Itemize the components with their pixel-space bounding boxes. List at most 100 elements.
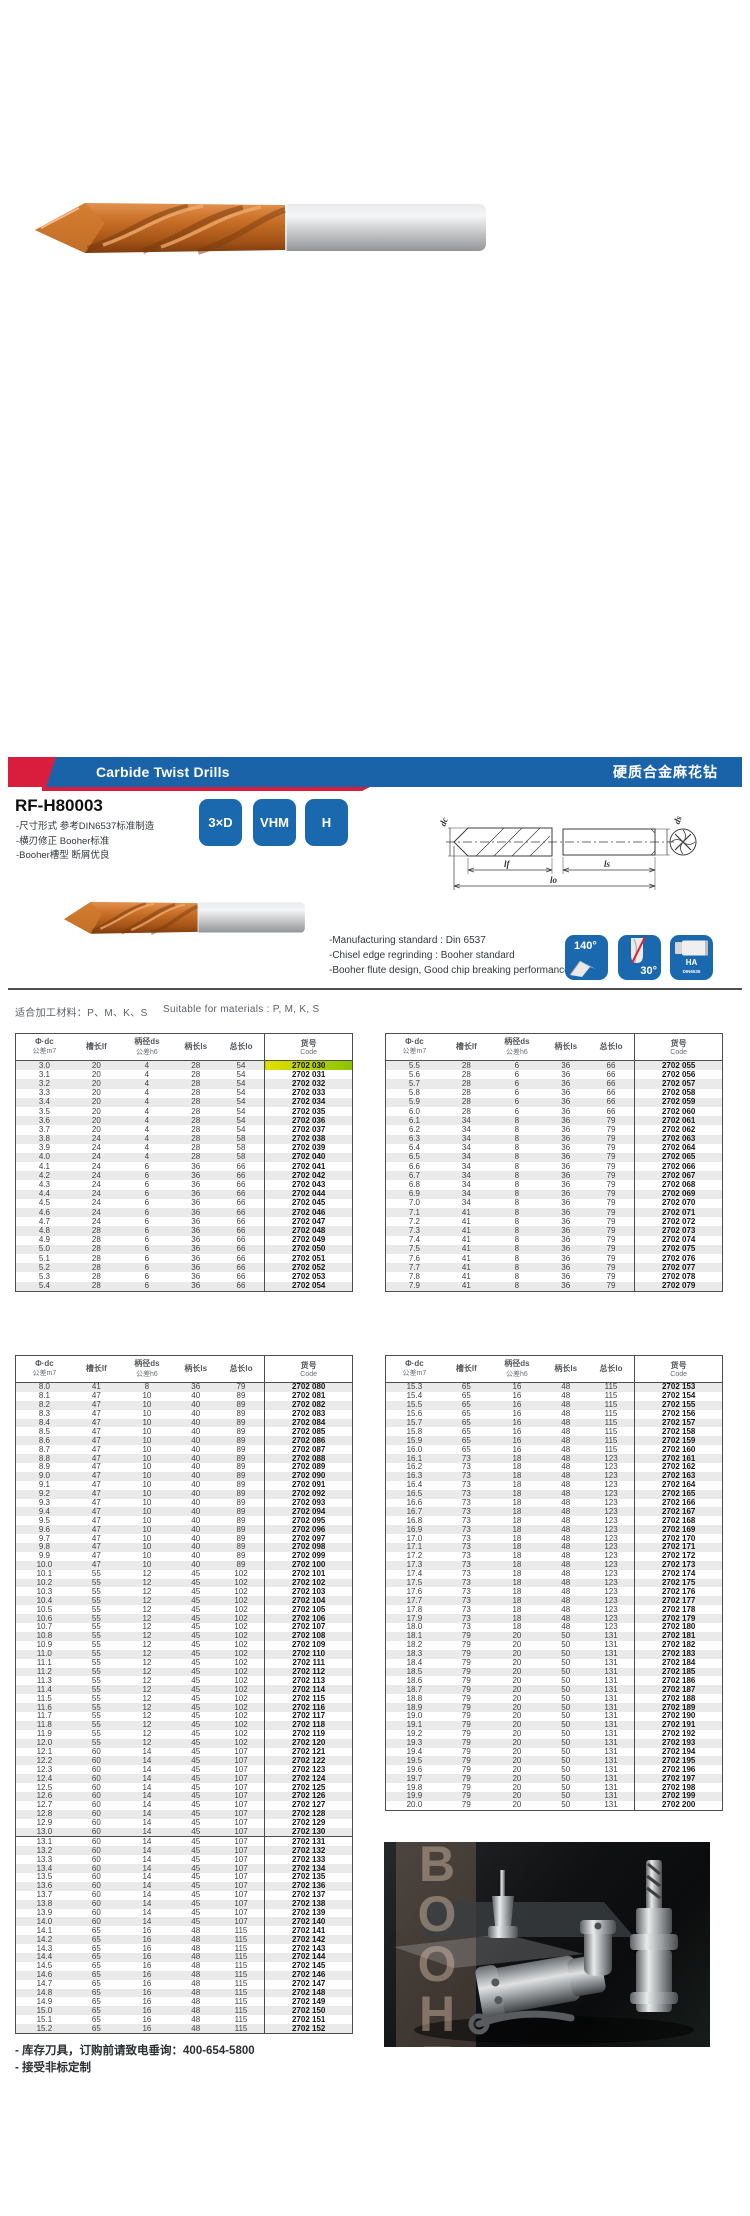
value-cell: 45 — [191, 1693, 201, 1703]
value-cell: 6.8 — [408, 1180, 420, 1190]
value-cell: 48 — [561, 1400, 571, 1410]
table-row: 16.8 73 18 48 123 2702 168 — [386, 1516, 723, 1526]
code-cell: 2702 136 — [264, 1882, 353, 1891]
value-cell: 6 — [514, 1097, 520, 1107]
value-cell: 79 — [606, 1244, 616, 1254]
value-cell: 4 — [144, 1124, 150, 1134]
value-cell: 48 — [561, 1489, 571, 1499]
value-cell: 18.1 — [406, 1631, 423, 1641]
value-cell: 55 — [91, 1622, 101, 1632]
value-cell: 48 — [191, 1961, 201, 1971]
value-cell: 47 — [91, 1391, 101, 1401]
code-cell: 2702 182 — [634, 1641, 723, 1650]
code-cell: 2702 070 — [634, 1198, 723, 1208]
value-cell: 8 — [514, 1152, 520, 1162]
value-cell: 14.1 — [36, 1925, 53, 1935]
value-cell: 36 — [561, 1097, 571, 1107]
table-row: 18.6 79 20 50 131 2702 186 — [386, 1676, 723, 1686]
value-cell: 40 — [191, 1515, 201, 1525]
value-cell: 41 — [461, 1244, 471, 1254]
value-cell: 102 — [234, 1729, 248, 1739]
value-cell: 12 — [142, 1675, 152, 1685]
value-cell: 65 — [91, 1934, 101, 1944]
value-cell: 24 — [91, 1134, 101, 1144]
value-cell: 17.8 — [406, 1604, 423, 1614]
value-cell: 11.5 — [36, 1693, 52, 1703]
table-row: 13.1 60 14 45 107 2702 131 — [15, 1836, 353, 1847]
code-cell: 2702 071 — [634, 1208, 723, 1218]
value-cell: 107 — [234, 1881, 248, 1891]
value-cell: 18 — [512, 1533, 522, 1543]
table-row: 15.1 65 16 48 115 2702 151 — [16, 2014, 353, 2025]
code-cell: 2702 033 — [264, 1088, 353, 1098]
value-cell: 48 — [191, 2014, 201, 2024]
value-cell: 48 — [561, 1613, 571, 1623]
value-cell: 50 — [561, 1631, 571, 1641]
value-cell: 11.7 — [36, 1711, 52, 1721]
value-cell: 79 — [606, 1235, 616, 1245]
value-cell: 3.0 — [38, 1060, 50, 1070]
value-cell: 20 — [512, 1782, 522, 1792]
value-cell: 73 — [461, 1453, 471, 1463]
table-row: 14.3 65 16 48 115 2702 143 — [16, 1944, 353, 1953]
code-cell: 2702 141 — [264, 1926, 353, 1936]
code-cell: 2702 084 — [264, 1419, 353, 1428]
value-cell: 6.9 — [408, 1189, 420, 1199]
value-cell: 60 — [91, 1782, 101, 1792]
code-cell: 2702 056 — [634, 1070, 723, 1080]
value-cell: 18 — [512, 1604, 522, 1614]
table-row: 6.8 34 8 36 79 2702 068 — [386, 1180, 723, 1190]
code-cell: 2702 145 — [264, 1962, 353, 1971]
value-cell: 14 — [142, 1782, 152, 1792]
value-cell: 16 — [512, 1391, 522, 1401]
table-row: 9.2 47 10 40 89 2702 092 — [15, 1490, 353, 1499]
value-cell: 73 — [461, 1498, 471, 1508]
value-cell: 115 — [234, 1988, 248, 1997]
table-row: 16.9 73 18 48 123 2702 169 — [385, 1525, 723, 1535]
code-cell: 2702 133 — [264, 1855, 353, 1865]
table-row: 14.4 65 16 48 115 2702 144 — [15, 1953, 353, 1962]
value-cell: 60 — [91, 1764, 101, 1774]
value-cell: 66 — [606, 1069, 616, 1079]
value-cell: 3.8 — [38, 1134, 50, 1144]
value-cell: 18.8 — [406, 1693, 423, 1703]
value-cell: 89 — [236, 1400, 246, 1410]
table-row: 12.1 60 14 45 107 2702 121 — [16, 1748, 353, 1757]
value-cell: 18 — [512, 1578, 522, 1588]
table-row: 12.2 60 14 45 107 2702 122 — [15, 1756, 353, 1766]
value-cell: 123 — [604, 1480, 618, 1490]
value-cell: 17.9 — [406, 1613, 423, 1623]
value-cell: 45 — [191, 1746, 201, 1756]
value-cell: 8 — [514, 1262, 520, 1272]
value-cell: 12 — [142, 1640, 152, 1650]
value-cell: 5.2 — [38, 1262, 50, 1272]
value-cell: 55 — [91, 1569, 101, 1579]
table-row: 7.3 41 8 36 79 2702 073 — [385, 1226, 723, 1236]
code-cell: 2702 045 — [264, 1198, 353, 1208]
code-cell: 2702 072 — [634, 1217, 723, 1227]
table-row: 10.3 55 12 45 102 2702 103 — [16, 1587, 353, 1597]
value-cell: 24 — [91, 1161, 101, 1171]
value-cell: 131 — [604, 1720, 618, 1730]
code-cell: 2702 048 — [264, 1226, 353, 1236]
value-cell: 54 — [236, 1060, 246, 1070]
code-cell: 2702 161 — [634, 1454, 723, 1464]
table-row: 11.5 55 12 45 102 2702 115 — [16, 1693, 353, 1704]
value-cell: 4.2 — [38, 1170, 50, 1180]
value-cell: 13.0 — [36, 1826, 53, 1836]
value-cell: 45 — [191, 1818, 201, 1828]
value-cell: 4.5 — [38, 1198, 50, 1208]
value-cell: 47 — [91, 1524, 101, 1534]
value-cell: 89 — [236, 1524, 246, 1534]
value-cell: 45 — [191, 1782, 201, 1792]
code-cell: 2702 131 — [264, 1836, 353, 1847]
table-row: 17.0 73 18 48 123 2702 170 — [386, 1533, 723, 1544]
value-cell: 3.7 — [38, 1124, 50, 1134]
code-cell: 2702 148 — [264, 1989, 353, 1998]
value-cell: 50 — [561, 1649, 571, 1659]
value-cell: 8.5 — [38, 1426, 50, 1436]
value-cell: 48 — [561, 1480, 571, 1490]
code-cell: 2702 192 — [634, 1730, 723, 1739]
value-cell: 45 — [191, 1729, 201, 1739]
value-cell: 48 — [561, 1586, 571, 1596]
